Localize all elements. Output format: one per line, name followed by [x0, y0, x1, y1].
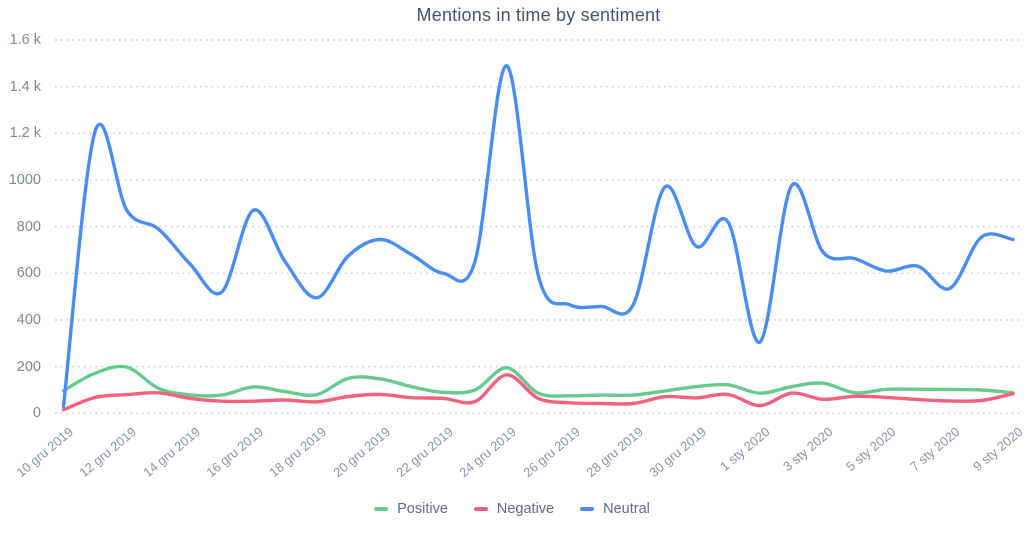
legend-dash-icon: [374, 507, 389, 511]
y-axis-tick-label: 400: [16, 311, 41, 328]
legend-dash-icon: [580, 507, 595, 511]
y-axis-tick-label: 0: [32, 405, 41, 422]
legend-label: Neutral: [603, 501, 650, 517]
y-axis-tick-label: 600: [16, 265, 41, 282]
y-axis-tick-label: 800: [16, 218, 41, 235]
legend-item-positive[interactable]: Positive: [374, 501, 448, 517]
chart-title: Mentions in time by sentiment: [416, 5, 661, 25]
series-line-positive: [61, 364, 1015, 398]
legend-label: Negative: [496, 501, 555, 517]
y-axis-tick-label: 1.4 k: [9, 78, 41, 95]
legend: Positive Negative Neutral: [0, 501, 1024, 517]
legend-item-negative[interactable]: Negative: [473, 501, 555, 517]
legend-item-neutral[interactable]: Neutral: [580, 501, 650, 517]
series-line-negative: [61, 373, 1015, 412]
legend-dash-icon: [473, 507, 488, 511]
y-axis-tick-label: 1000: [8, 171, 41, 188]
y-axis-tick-label: 1.2 k: [9, 125, 41, 142]
y-axis-tick-label: 200: [16, 358, 41, 375]
y-axis-tick-label: 1.6 k: [9, 32, 41, 48]
legend-label: Positive: [397, 501, 448, 517]
series-line-neutral: [61, 63, 1015, 409]
